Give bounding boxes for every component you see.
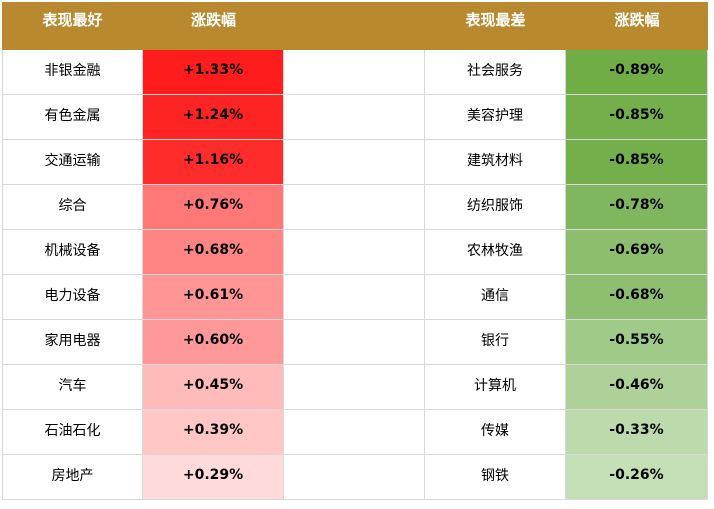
sector-name: 交通运输 <box>2 140 143 185</box>
spacer-cell <box>284 95 425 140</box>
change-cell: -0.85% <box>566 140 708 185</box>
sector-name: 电力设备 <box>2 275 143 320</box>
spacer-cell <box>284 230 425 275</box>
sector-name: 计算机 <box>425 365 566 410</box>
sector-name: 综合 <box>2 185 143 230</box>
sector-name: 银行 <box>425 320 566 365</box>
header-cell: 涨跌幅 <box>143 2 284 50</box>
change-cell: -0.78% <box>566 185 708 230</box>
sector-name: 社会服务 <box>425 50 566 95</box>
spacer-cell <box>284 320 425 365</box>
change-cell: +0.29% <box>143 455 284 500</box>
change-cell: +0.68% <box>143 230 284 275</box>
sector-name: 传媒 <box>425 410 566 455</box>
header-cell: 表现最好 <box>2 2 143 50</box>
change-cell: +0.61% <box>143 275 284 320</box>
spacer-cell <box>284 275 425 320</box>
spacer-cell <box>284 185 425 230</box>
ranking-table: 表现最好 涨跌幅 表现最差 涨跌幅 非银金融 +1.33% 社会服务 -0.89% 有色金属 +1… <box>2 2 708 500</box>
change-cell: +1.16% <box>143 140 284 185</box>
sector-name: 通信 <box>425 275 566 320</box>
change-cell: +1.33% <box>143 50 284 95</box>
change-cell: -0.68% <box>566 275 708 320</box>
sector-name: 农林牧渔 <box>425 230 566 275</box>
sector-name: 家用电器 <box>2 320 143 365</box>
sector-name: 有色金属 <box>2 95 143 140</box>
change-cell: -0.55% <box>566 320 708 365</box>
change-cell: -0.26% <box>566 455 708 500</box>
spacer-cell <box>284 410 425 455</box>
change-cell: -0.69% <box>566 230 708 275</box>
change-cell: -0.89% <box>566 50 708 95</box>
change-cell: +0.76% <box>143 185 284 230</box>
header-cell: 涨跌幅 <box>566 2 708 50</box>
sector-name: 美容护理 <box>425 95 566 140</box>
change-cell: -0.33% <box>566 410 708 455</box>
spacer-cell <box>284 365 425 410</box>
header-cell <box>284 2 425 50</box>
header-cell: 表现最差 <box>425 2 566 50</box>
change-cell: +0.60% <box>143 320 284 365</box>
sector-name: 石油石化 <box>2 410 143 455</box>
spacer-cell <box>284 50 425 95</box>
sector-name: 房地产 <box>2 455 143 500</box>
sector-name: 非银金融 <box>2 50 143 95</box>
spacer-cell <box>284 140 425 185</box>
change-cell: -0.85% <box>566 95 708 140</box>
sector-name: 汽车 <box>2 365 143 410</box>
change-cell: +1.24% <box>143 95 284 140</box>
spacer-cell <box>284 455 425 500</box>
sector-name: 钢铁 <box>425 455 566 500</box>
sector-name: 机械设备 <box>2 230 143 275</box>
change-cell: +0.45% <box>143 365 284 410</box>
sector-name: 纺织服饰 <box>425 185 566 230</box>
sector-name: 建筑材料 <box>425 140 566 185</box>
change-cell: -0.46% <box>566 365 708 410</box>
change-cell: +0.39% <box>143 410 284 455</box>
